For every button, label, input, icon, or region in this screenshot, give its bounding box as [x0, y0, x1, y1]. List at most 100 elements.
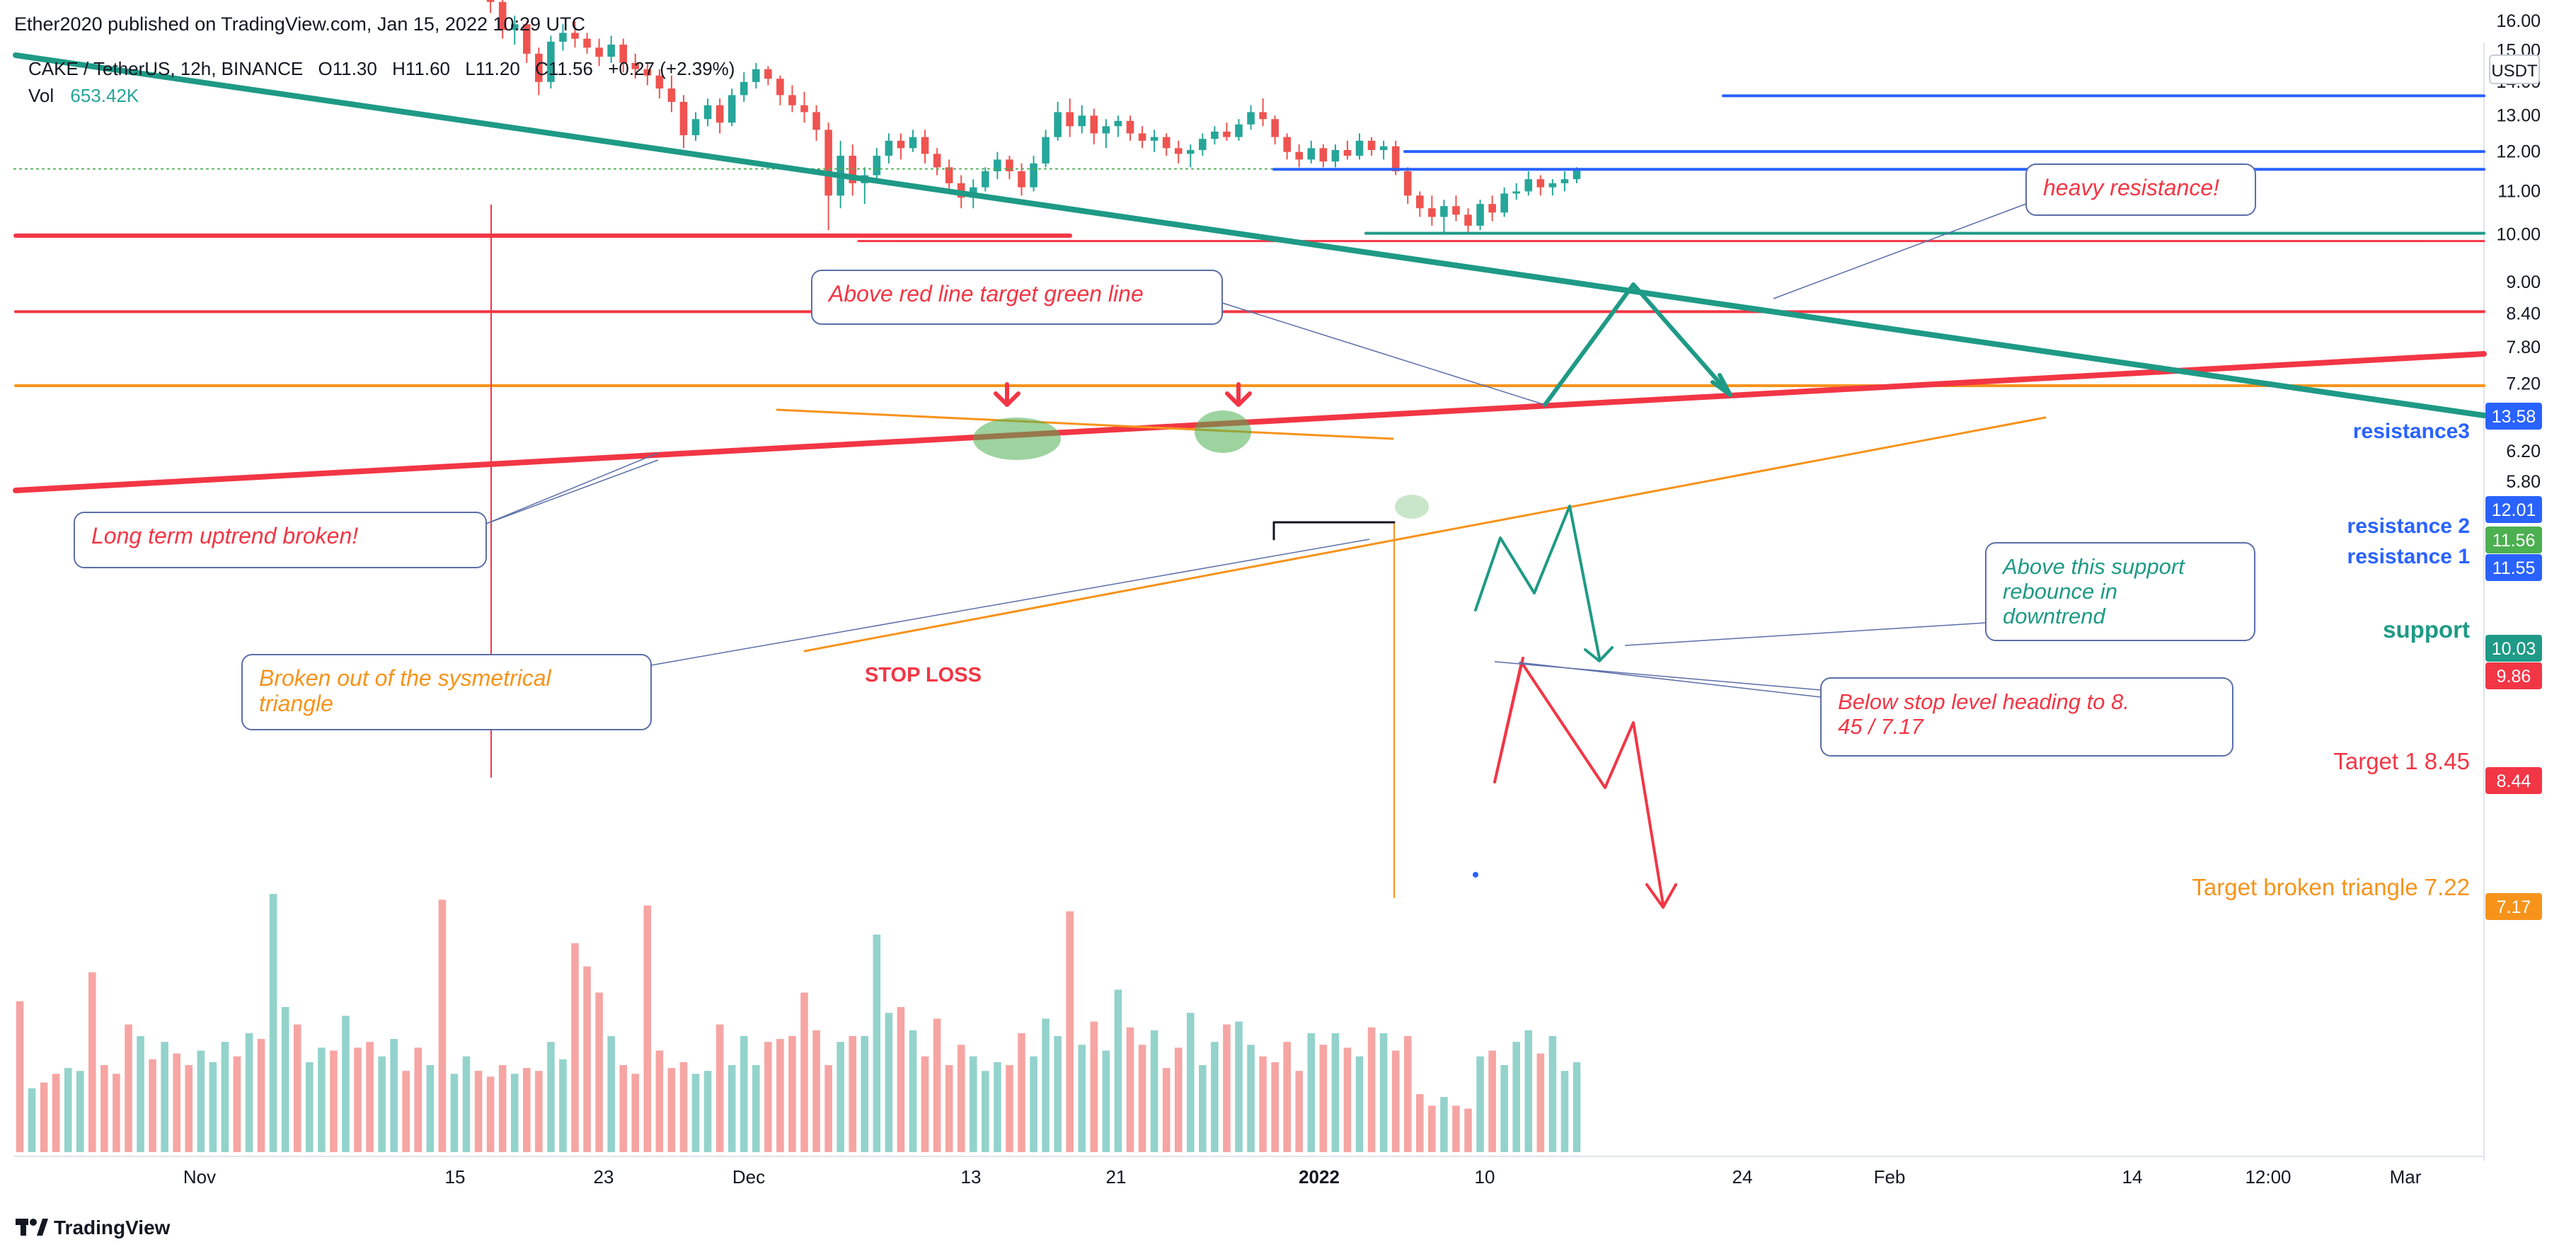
- annotation-above_red[interactable]: Above red line target green line: [811, 270, 1546, 406]
- candle-body: [1307, 148, 1316, 160]
- price-badge-bg: [2485, 527, 2542, 553]
- time-tick-label: Mar: [2390, 1166, 2422, 1188]
- annotation-below_stop[interactable]: Below stop level heading to 8.45 / 7.17: [1494, 661, 2233, 757]
- candle-body: [909, 137, 917, 149]
- candle-body: [522, 24, 531, 54]
- annotation-heavy[interactable]: heavy resistance!: [1773, 163, 2256, 299]
- volume-bar: [1066, 911, 1074, 1152]
- candle-body: [703, 105, 712, 120]
- time-tick-label: 10: [1475, 1166, 1495, 1188]
- volume-bar: [414, 1047, 422, 1152]
- candle-body: [1042, 137, 1050, 163]
- volume-bar: [306, 1062, 314, 1152]
- level-label: resistance3: [2353, 420, 2470, 443]
- annotation-leader: [1624, 622, 1986, 646]
- price-badge-text: 12.01: [2492, 500, 2536, 520]
- bullish-projection-arrowhead: [1710, 373, 1732, 397]
- candle-body: [679, 101, 688, 136]
- candle-body: [1452, 206, 1460, 215]
- candle-body: [1186, 150, 1195, 154]
- candle-body: [1500, 193, 1508, 213]
- annotation-box: [1985, 542, 2255, 641]
- volume-bar: [402, 1071, 410, 1152]
- annotations: heavy resistance! Above red line target g…: [74, 163, 2470, 900]
- annotation-long_term[interactable]: Long term uptrend broken!: [74, 452, 659, 568]
- volume-bar: [1464, 1108, 1472, 1152]
- volume-bar: [1379, 1033, 1388, 1152]
- price-badge-bg: [2485, 403, 2542, 430]
- candle-body: [921, 137, 929, 154]
- candle-body: [1464, 214, 1472, 226]
- volume-bar: [752, 1065, 760, 1152]
- candle-body: [1319, 148, 1328, 162]
- volume-bar: [1295, 1071, 1304, 1152]
- volume-bar: [161, 1042, 168, 1152]
- volume-bar: [728, 1065, 736, 1152]
- candlesticks: [486, 0, 1581, 235]
- annotation-box: [241, 654, 652, 730]
- volume-bar: [836, 1042, 844, 1152]
- currency-badge[interactable]: [2489, 54, 2540, 84]
- volume-bar: [233, 1056, 241, 1152]
- annotation-text: downtrend: [2003, 604, 2107, 628]
- annotation-leader: [485, 459, 659, 524]
- candle-body: [1090, 115, 1098, 134]
- volume-bar: [583, 966, 591, 1152]
- candle-body: [1403, 171, 1412, 196]
- range-box-edge: [1272, 521, 1396, 541]
- candle-body: [1199, 139, 1207, 151]
- volume-bar: [715, 1024, 724, 1152]
- annotation-text: heavy resistance!: [2043, 175, 2219, 200]
- volume-bar: [1548, 1036, 1557, 1152]
- annotation-leader: [650, 539, 1370, 666]
- price-tick-label: 11.00: [2497, 181, 2541, 201]
- volume-bar: [100, 1065, 108, 1152]
- volume-bar: [1500, 1065, 1508, 1152]
- tradingview-logo-icon: [16, 1219, 48, 1236]
- candle-body: [885, 140, 893, 156]
- time-axis-ticks: Nov 15 23 Dec 13 21 2022 10 24 Feb 14 12:00 Mar: [183, 1166, 2422, 1188]
- volume-bar: [257, 1039, 265, 1152]
- candle-body: [1174, 148, 1183, 154]
- annotation-box: [1820, 677, 2233, 757]
- volume-bar: [510, 1074, 519, 1152]
- volume-bar: [1247, 1045, 1255, 1152]
- volume-bar: [293, 1024, 301, 1152]
- volume-bar: [390, 1039, 398, 1152]
- volume-bar: [1428, 1105, 1436, 1152]
- volume-bar: [1042, 1018, 1050, 1152]
- candle-body: [535, 53, 543, 82]
- candle-body: [1440, 206, 1448, 217]
- candle-body: [1379, 146, 1388, 151]
- volume-bar: [185, 1065, 193, 1152]
- candle-body: [715, 105, 724, 123]
- candle-body: [1512, 191, 1521, 194]
- time-tick-label: Dec: [732, 1166, 765, 1188]
- legend-vol-label: Vol: [28, 85, 54, 106]
- volume-bar: [1162, 1068, 1171, 1152]
- candle-body: [1271, 119, 1279, 137]
- candle-body: [1030, 163, 1037, 188]
- price-badge: 13.58: [2485, 403, 2542, 430]
- volume-bar: [873, 934, 881, 1152]
- price-badge-text: 11.56: [2492, 531, 2536, 551]
- volume-bar: [52, 1074, 60, 1152]
- candle-body: [1078, 115, 1086, 127]
- price-tick-label: 9.00: [2506, 272, 2541, 292]
- candle-body: [1018, 171, 1025, 188]
- price-tick-label: 7.20: [2506, 374, 2541, 393]
- volume-bar: [76, 1071, 84, 1152]
- candle-body: [1295, 151, 1304, 160]
- candle-body: [1355, 140, 1364, 156]
- volume-bar: [1536, 1053, 1545, 1152]
- volume-bar: [559, 1059, 567, 1152]
- volume-bar: [1174, 1047, 1183, 1152]
- price-badge: 10.03: [2485, 635, 2542, 662]
- volume-bar: [281, 1007, 289, 1152]
- tradingview-logo[interactable]: TradingView: [16, 1217, 171, 1238]
- candle-body: [1416, 195, 1424, 209]
- volume-bar: [1452, 1105, 1460, 1152]
